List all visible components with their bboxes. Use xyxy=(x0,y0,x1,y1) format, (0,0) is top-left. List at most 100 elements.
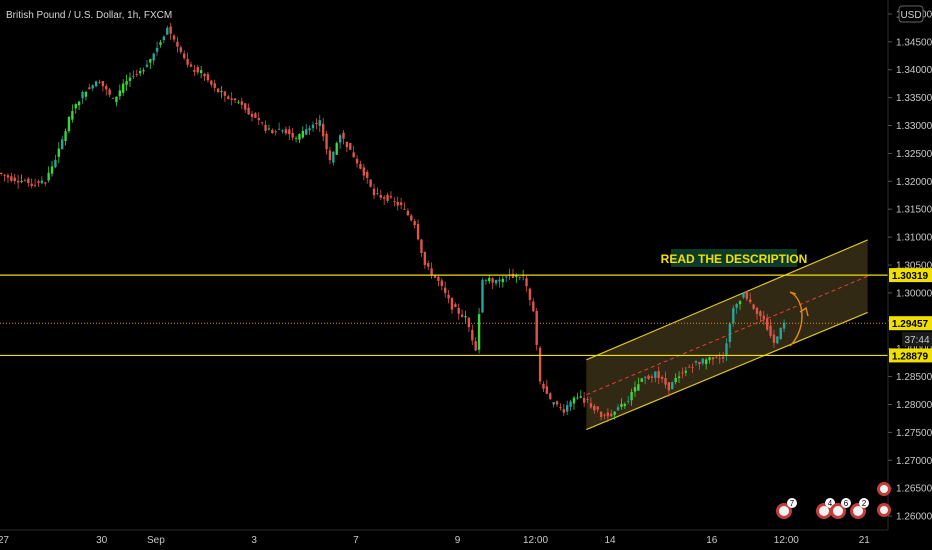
candle xyxy=(413,219,416,229)
candle xyxy=(311,121,315,132)
candle xyxy=(532,297,535,312)
channel-upper-line[interactable] xyxy=(586,239,868,361)
candle xyxy=(444,281,447,298)
price-axis-area[interactable] xyxy=(888,0,932,530)
channel-lower-line[interactable] xyxy=(586,311,868,431)
level-price-tag: 1.30319 xyxy=(889,268,932,283)
candle xyxy=(711,357,715,366)
candle xyxy=(616,404,620,411)
candle xyxy=(715,355,718,359)
candle xyxy=(423,251,427,269)
candle xyxy=(176,36,179,53)
candle xyxy=(437,275,440,287)
candle xyxy=(183,50,186,60)
candle xyxy=(27,177,30,187)
event-icon[interactable] xyxy=(816,498,835,519)
chart-title: British Pound / U.S. Dollar, 1h, FXCM xyxy=(6,10,172,21)
event-icon[interactable] xyxy=(877,482,891,496)
price-tick-label: 1.31000 xyxy=(896,233,932,244)
candle xyxy=(54,154,57,169)
candle xyxy=(745,290,749,302)
event-icon[interactable] xyxy=(850,498,869,519)
candle xyxy=(74,103,77,114)
candle xyxy=(647,374,650,380)
candle xyxy=(555,400,559,407)
candle xyxy=(0,172,3,176)
candle xyxy=(216,88,220,93)
candle xyxy=(776,336,779,344)
candle xyxy=(64,128,67,146)
candle xyxy=(30,178,33,189)
candle xyxy=(145,60,149,68)
price-tick-label: 1.34500 xyxy=(896,37,932,48)
candle xyxy=(67,116,71,134)
price-tick-label: 1.28000 xyxy=(896,400,932,411)
event-icon[interactable] xyxy=(776,498,797,519)
candle xyxy=(633,381,637,397)
candle xyxy=(691,363,694,373)
candle xyxy=(227,94,230,100)
candle xyxy=(81,90,84,104)
candle xyxy=(708,356,711,364)
price-channel[interactable] xyxy=(586,239,868,431)
candle xyxy=(396,196,399,211)
event-icon[interactable] xyxy=(830,498,851,519)
candle xyxy=(342,130,345,145)
candle xyxy=(6,173,10,183)
price-tick-label: 1.34000 xyxy=(896,65,932,76)
candle xyxy=(345,141,349,153)
candle xyxy=(189,61,193,68)
candle xyxy=(271,128,274,134)
candle xyxy=(542,381,545,392)
time-tick-label: 3 xyxy=(251,535,257,546)
candle xyxy=(91,84,94,91)
candle xyxy=(20,174,23,184)
price-tick-label: 1.31500 xyxy=(896,205,932,216)
candle xyxy=(315,118,318,130)
candle xyxy=(88,84,91,90)
candle xyxy=(71,104,74,123)
candle xyxy=(355,155,359,168)
candle xyxy=(16,174,20,189)
horizontal-levels[interactable] xyxy=(0,274,888,357)
candle xyxy=(332,151,335,166)
svg-text:1.29457: 1.29457 xyxy=(892,319,929,330)
candle xyxy=(654,371,657,383)
candle xyxy=(349,142,352,150)
time-tick-label: 9 xyxy=(455,535,461,546)
candle xyxy=(637,377,640,391)
candle xyxy=(321,117,325,142)
candle xyxy=(125,74,128,91)
candle xyxy=(50,160,54,177)
candle xyxy=(298,133,301,144)
candle xyxy=(450,297,454,314)
currency-button[interactable]: USD xyxy=(898,5,924,23)
candle xyxy=(155,41,159,56)
candle xyxy=(454,302,457,308)
candle xyxy=(132,70,135,80)
candle xyxy=(596,406,599,413)
candle xyxy=(203,72,206,81)
candle xyxy=(732,305,735,327)
read-description-note[interactable]: READ THE DESCRIPTION xyxy=(661,249,808,267)
event-icon[interactable] xyxy=(877,503,891,517)
candle xyxy=(640,377,643,382)
candle xyxy=(494,279,498,287)
candle xyxy=(467,317,471,333)
candle xyxy=(562,404,565,416)
candle xyxy=(325,131,328,155)
candle xyxy=(101,80,105,92)
candle xyxy=(3,174,6,182)
candle xyxy=(620,398,623,410)
projection-arrow-head xyxy=(799,306,809,317)
candle xyxy=(247,103,250,116)
candle xyxy=(291,127,294,141)
economic-events[interactable] xyxy=(776,482,891,519)
candle xyxy=(389,191,393,199)
candle xyxy=(199,66,203,79)
candle xyxy=(650,374,654,383)
projection-arrow xyxy=(789,291,803,347)
candle xyxy=(47,166,50,183)
bar-countdown: 37:44 xyxy=(902,332,932,347)
